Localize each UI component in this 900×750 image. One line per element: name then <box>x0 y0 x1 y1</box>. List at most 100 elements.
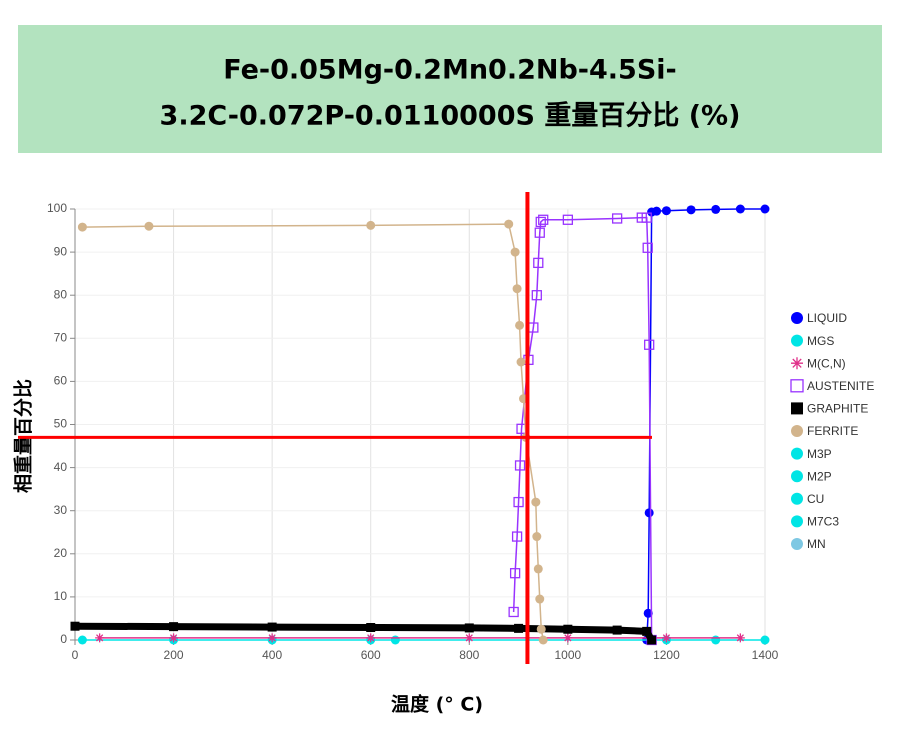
x-tick-label: 1200 <box>653 648 680 662</box>
legend-marker <box>791 402 803 415</box>
point <box>464 633 474 643</box>
legend-label: FERRITE <box>807 424 858 438</box>
legend-label: MN <box>807 537 826 551</box>
point <box>647 635 657 645</box>
point <box>735 633 745 643</box>
title-box <box>18 25 882 153</box>
point <box>390 635 400 645</box>
point <box>512 284 522 294</box>
series-line <box>74 622 655 642</box>
series-line <box>645 208 765 641</box>
point <box>661 633 671 643</box>
point <box>366 220 376 230</box>
point <box>70 621 80 631</box>
y-tick-label: 80 <box>54 287 68 301</box>
point <box>95 633 105 643</box>
point <box>509 568 521 579</box>
x-tick-label: 1400 <box>752 648 779 662</box>
point <box>510 247 520 257</box>
point <box>538 214 549 225</box>
point <box>612 625 622 635</box>
legend-marker <box>791 447 803 460</box>
legend-label: M7C3 <box>807 515 839 529</box>
point <box>563 633 573 643</box>
legend-marker <box>791 515 803 528</box>
y-tick-label: 50 <box>54 417 68 431</box>
point <box>652 206 662 216</box>
point <box>711 204 721 214</box>
point <box>533 564 543 574</box>
x-axis-label: 温度 (° C) <box>391 693 483 716</box>
point <box>563 624 573 634</box>
legend-marker <box>791 492 803 505</box>
point <box>538 635 548 645</box>
point <box>535 216 546 228</box>
series-line <box>512 216 653 641</box>
point <box>267 633 277 643</box>
x-tick-label: 600 <box>361 648 381 662</box>
point <box>531 290 542 301</box>
point <box>611 213 623 224</box>
point <box>504 219 514 229</box>
point <box>532 532 542 542</box>
y-tick-label: 40 <box>54 460 68 474</box>
legend-marker <box>791 357 803 370</box>
point <box>144 221 154 231</box>
point <box>533 257 544 269</box>
x-tick-label: 0 <box>72 648 79 662</box>
chart-title: 3.2C-0.072P-0.0110000S 重量百分比 (%) <box>160 101 741 132</box>
x-tick-label: 1000 <box>555 648 582 662</box>
point <box>642 242 653 253</box>
y-tick-label: 0 <box>60 632 67 646</box>
y-tick-label: 10 <box>54 589 68 603</box>
point <box>77 222 87 232</box>
point <box>760 635 770 645</box>
point <box>735 204 745 214</box>
point <box>513 496 524 508</box>
legend-marker <box>790 379 804 393</box>
point <box>464 623 474 633</box>
point <box>534 227 545 238</box>
legend-label: LIQUID <box>807 311 847 325</box>
point <box>366 633 376 643</box>
point <box>760 204 770 214</box>
point <box>514 623 524 633</box>
legend-marker <box>791 425 803 437</box>
point <box>686 205 696 215</box>
point <box>643 608 653 618</box>
point <box>511 531 523 542</box>
point <box>535 594 545 604</box>
legend-label: M3P <box>807 447 832 461</box>
legend-label: CU <box>807 492 824 506</box>
y-tick-label: 100 <box>47 201 67 215</box>
legend-label: MGS <box>807 334 834 348</box>
y-tick-label: 60 <box>54 374 68 388</box>
point <box>644 339 655 350</box>
point <box>267 622 277 632</box>
legend-label: M(C,N) <box>807 356 846 370</box>
x-tick-label: 200 <box>164 648 184 662</box>
legend-marker <box>791 312 803 324</box>
series-line <box>82 223 544 641</box>
x-tick-label: 800 <box>459 648 479 662</box>
point <box>77 635 87 645</box>
legend-label: M2P <box>807 469 832 483</box>
legend-label: GRAPHITE <box>807 402 868 416</box>
point <box>711 635 721 645</box>
legend-marker <box>791 538 803 550</box>
point <box>644 508 654 518</box>
point <box>562 214 574 225</box>
legend-label: AUSTENITE <box>807 379 874 393</box>
legend-marker <box>791 470 803 483</box>
point <box>642 626 652 636</box>
y-tick-label: 30 <box>54 503 68 517</box>
point <box>169 633 179 643</box>
x-tick-label: 400 <box>262 648 282 662</box>
y-tick-label: 90 <box>54 244 68 258</box>
y-tick-label: 20 <box>54 546 68 560</box>
point <box>514 460 526 471</box>
legend-marker <box>791 334 803 347</box>
point <box>536 624 546 634</box>
point <box>508 606 519 618</box>
